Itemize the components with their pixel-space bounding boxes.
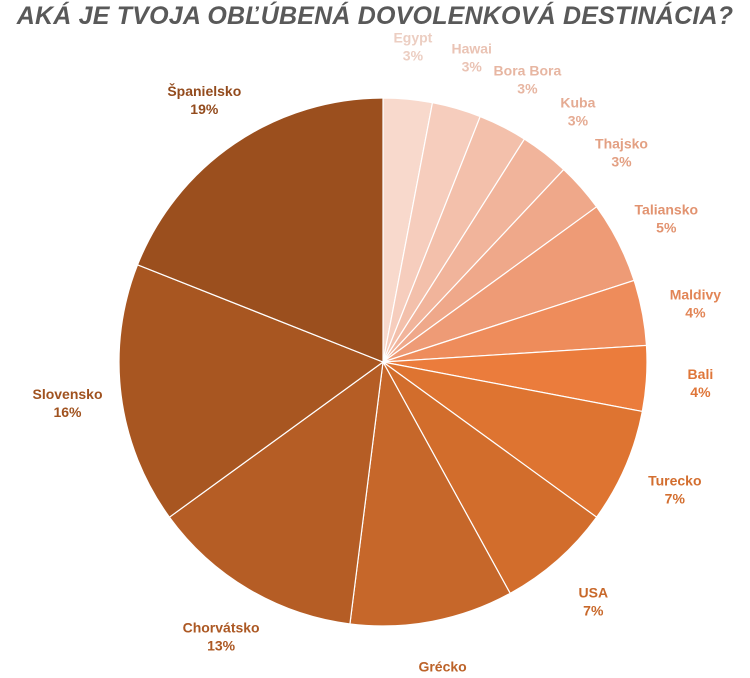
slice-label-egypt: Egypt — [393, 29, 432, 45]
slice-label-thajsko: Thajsko — [595, 136, 648, 152]
slice-value-grécko: 10% — [429, 676, 458, 678]
pie-slice-usa — [382, 361, 598, 595]
slice-label-grécko: Grécko — [418, 658, 466, 674]
pie-slice-grécko — [349, 360, 511, 627]
pie-slice-španielsko — [136, 97, 384, 363]
slice-label-španielsko: Španielsko — [167, 82, 241, 99]
slice-label-bora-bora: Bora Bora — [494, 63, 562, 79]
slice-value-egypt: 3% — [403, 47, 424, 63]
slice-value-turecko: 7% — [665, 490, 686, 506]
slice-label-maldivy: Maldivy — [670, 286, 722, 302]
slice-label-hawai: Hawai — [451, 41, 491, 57]
slice-value-thajsko: 3% — [611, 154, 632, 170]
slice-label-taliansko: Taliansko — [635, 202, 699, 218]
slice-label-bali: Bali — [688, 366, 714, 382]
slice-label-slovensko: Slovensko — [32, 386, 102, 402]
slice-value-kuba: 3% — [568, 113, 589, 129]
pie-slice-slovensko — [118, 264, 385, 519]
slice-value-bora-bora: 3% — [517, 81, 538, 97]
pie-slice-turecko — [382, 361, 644, 519]
slice-label-turecko: Turecko — [648, 472, 701, 488]
slice-value-bali: 4% — [690, 384, 711, 400]
slice-value-hawai: 3% — [462, 59, 483, 75]
slice-value-usa: 7% — [583, 603, 604, 619]
slice-label-chorvátsko: Chorvátsko — [183, 620, 260, 636]
slice-value-taliansko: 5% — [656, 220, 677, 236]
slice-value-maldivy: 4% — [685, 304, 706, 320]
slice-value-chorvátsko: 13% — [207, 638, 236, 654]
slice-value-španielsko: 19% — [190, 101, 219, 117]
pie-slice-chorvátsko — [168, 360, 384, 625]
slice-label-usa: USA — [579, 585, 609, 601]
chart-title: AKÁ JE TVOJA OBĽÚBENÁ DOVOLENKOVÁ DESTIN… — [16, 2, 734, 30]
slice-value-slovensko: 16% — [53, 404, 82, 420]
slice-label-kuba: Kuba — [560, 95, 595, 111]
